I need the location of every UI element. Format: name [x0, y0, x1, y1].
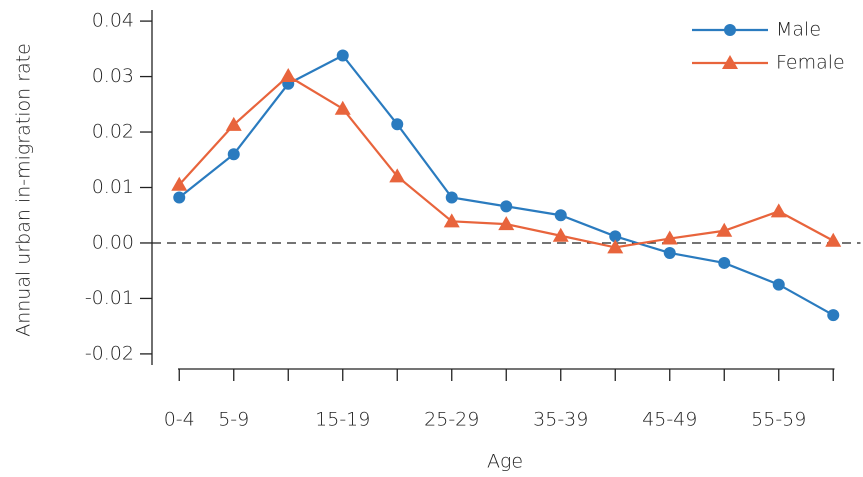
marker: [391, 118, 404, 131]
marker: [334, 100, 351, 115]
x-tick-label: 15-19: [315, 409, 370, 431]
y-tick-label: 0.03: [92, 65, 134, 87]
marker: [609, 230, 622, 243]
marker: [825, 232, 842, 247]
marker: [389, 168, 406, 183]
x-tick-label: 25-29: [424, 409, 479, 431]
marker: [772, 278, 785, 291]
legend-label: Female: [776, 52, 845, 74]
marker: [770, 203, 787, 218]
y-tick-label: 0.04: [92, 10, 134, 32]
marker: [498, 216, 515, 231]
marker: [280, 68, 297, 83]
marker: [552, 227, 569, 242]
y-tick-label: 0.02: [92, 121, 134, 143]
x-tick-label: 45-49: [642, 409, 697, 431]
marker: [661, 230, 678, 245]
y-tick-label: 0.01: [92, 176, 134, 198]
marker: [724, 24, 736, 36]
marker: [607, 239, 624, 254]
x-tick-label: 35-39: [533, 409, 588, 431]
marker: [554, 209, 567, 222]
marker: [173, 191, 186, 204]
legend-label: Male: [776, 19, 821, 41]
marker: [718, 256, 731, 269]
marker: [500, 200, 513, 213]
marker: [171, 176, 188, 191]
y-axis-label: Annual urban in-migration rate: [13, 43, 35, 337]
marker: [663, 246, 676, 259]
marker: [227, 148, 240, 161]
x-tick-label: 0-4: [164, 409, 195, 431]
x-axis-label: Age: [487, 451, 523, 473]
x-tick-label: 55-59: [751, 409, 806, 431]
marker: [225, 116, 242, 131]
y-tick-label: -0.02: [85, 342, 134, 364]
marker: [443, 213, 460, 228]
x-tick-label: 5-9: [218, 409, 249, 431]
marker: [336, 49, 349, 62]
y-tick-label: 0.00: [92, 231, 134, 253]
series-line: [178, 54, 834, 317]
marker: [722, 55, 738, 69]
marker: [827, 309, 840, 322]
marker: [716, 222, 733, 237]
y-tick-label: -0.01: [85, 287, 134, 309]
marker: [445, 191, 458, 204]
